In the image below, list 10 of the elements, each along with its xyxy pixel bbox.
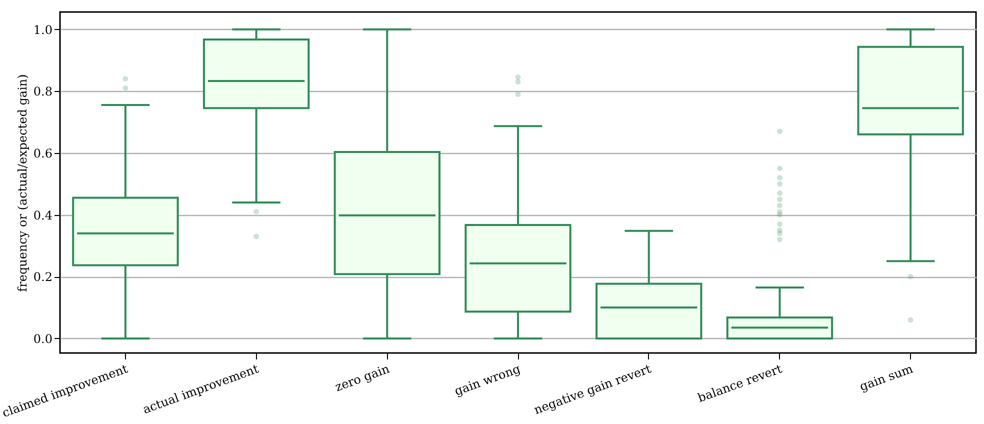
y-tick-label: 0.0	[33, 332, 52, 346]
y-tick-label: 0.8	[33, 84, 52, 99]
x-tick-label: zero gain	[333, 362, 392, 394]
y-tick-label: 0.2	[33, 270, 52, 284]
x-tick-label: gain wrong	[452, 362, 522, 398]
y-axis-title: frequency or (actual/expected gain)	[15, 74, 30, 292]
y-tick-label: 1.0	[33, 22, 52, 37]
y-tick-label: 0.6	[33, 146, 52, 160]
y-tick-label: 0.4	[33, 208, 53, 222]
x-tick-label: gain sum	[858, 361, 916, 394]
